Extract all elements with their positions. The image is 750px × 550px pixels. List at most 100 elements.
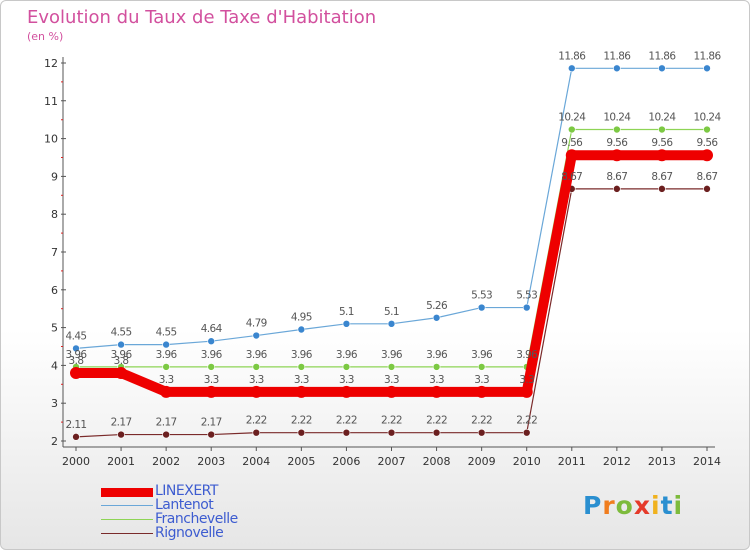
data-label: 11.86 <box>558 50 586 62</box>
x-tick-label: 2000 <box>62 455 90 468</box>
logo-letter: o <box>615 491 634 520</box>
x-tick-label: 2012 <box>603 455 631 468</box>
data-label: 10.24 <box>693 112 721 124</box>
data-label: 3.3 <box>204 374 219 386</box>
data-label: 3.96 <box>336 349 358 361</box>
y-tick-label: 4 <box>51 359 58 372</box>
y-tick-label: 5 <box>51 322 58 335</box>
data-point-franchevelle <box>432 363 441 371</box>
data-point-rignovelle <box>658 185 666 193</box>
data-point-linexert <box>340 385 353 398</box>
data-label: 2.22 <box>291 415 312 427</box>
chart-subtitle: (en %) <box>27 30 64 43</box>
data-point-rignovelle <box>117 430 125 439</box>
chart-title: Evolution du Taux de Taxe d'Habitation <box>27 7 377 28</box>
x-tick-label: 2002 <box>152 455 180 468</box>
proxiti-logo: Proxiti <box>583 491 683 520</box>
y-tick-label: 7 <box>51 246 58 259</box>
data-point-lantenot <box>477 303 486 312</box>
data-label: 3.3 <box>249 374 264 386</box>
data-label: 2.22 <box>426 415 447 427</box>
data-label: 2.22 <box>246 415 267 427</box>
data-point-rignovelle <box>387 428 396 437</box>
data-label: 3.96 <box>291 349 313 361</box>
data-point-franchevelle <box>567 125 576 134</box>
data-label: 8.67 <box>561 171 582 183</box>
data-point-lantenot <box>252 331 261 340</box>
data-point-rignovelle <box>703 185 711 193</box>
x-tick-label: 2011 <box>558 455 586 468</box>
data-point-franchevelle <box>387 363 396 371</box>
data-label: 3.8 <box>114 355 129 367</box>
x-tick-label: 2010 <box>513 455 541 468</box>
y-tick-label: 10 <box>44 133 58 146</box>
data-point-franchevelle <box>162 363 170 371</box>
data-label: 3.3 <box>429 374 444 386</box>
data-label: 8.67 <box>651 171 672 183</box>
data-point-linexert <box>430 385 443 398</box>
y-tick-label: 3 <box>51 397 58 410</box>
data-label: 3.3 <box>159 374 174 386</box>
data-label: 9.56 <box>697 137 719 149</box>
data-label: 3.8 <box>69 355 84 367</box>
data-point-rignovelle <box>613 185 621 193</box>
x-tick-label: 2003 <box>197 455 225 468</box>
x-tick-label: 2001 <box>107 455 135 468</box>
data-label: 3.96 <box>426 349 448 361</box>
data-point-lantenot <box>387 320 396 328</box>
x-tick-label: 2007 <box>378 455 406 468</box>
data-label: 11.86 <box>648 50 676 62</box>
legend-label: Rignovelle <box>155 525 224 541</box>
data-label: 5.53 <box>516 290 537 302</box>
data-point-linexert <box>250 385 263 398</box>
data-point-franchevelle <box>342 363 351 371</box>
data-point-lantenot <box>342 320 351 328</box>
data-label: 8.67 <box>606 171 627 183</box>
data-point-linexert <box>70 366 82 379</box>
x-tick-label: 2009 <box>468 455 496 468</box>
data-point-lantenot <box>162 340 170 349</box>
legend-swatch <box>101 533 153 535</box>
x-tick-label: 2004 <box>242 455 270 468</box>
data-label: 3.96 <box>156 349 178 361</box>
data-point-franchevelle <box>207 363 216 371</box>
data-point-linexert <box>520 385 533 398</box>
data-point-lantenot <box>117 340 125 349</box>
data-point-franchevelle <box>477 363 486 371</box>
data-label: 2.17 <box>201 417 222 429</box>
data-label: 4.45 <box>66 330 87 342</box>
y-tick-label: 12 <box>44 57 58 70</box>
y-tick-label: 2 <box>51 435 58 448</box>
data-point-rignovelle <box>297 428 306 437</box>
data-label: 8.67 <box>697 171 718 183</box>
y-tick-label: 11 <box>44 95 58 108</box>
data-point-linexert <box>295 385 308 398</box>
data-point-rignovelle <box>522 428 531 437</box>
data-label: 3.96 <box>66 349 88 361</box>
data-label: 11.86 <box>693 50 721 62</box>
data-point-lantenot <box>207 337 216 346</box>
data-label: 10.24 <box>603 112 631 124</box>
legend-label: Franchevelle <box>155 511 238 527</box>
data-label: 3.96 <box>381 349 403 361</box>
x-tick-label: 2006 <box>332 455 360 468</box>
data-label: 2.17 <box>111 417 132 429</box>
data-point-linexert <box>475 385 488 398</box>
data-label: 4.55 <box>111 327 132 339</box>
data-point-linexert <box>385 385 398 398</box>
data-label: 9.56 <box>606 137 628 149</box>
data-point-rignovelle <box>72 433 80 441</box>
data-label: 3.3 <box>474 374 489 386</box>
data-label: 3.96 <box>111 349 133 361</box>
data-label: 2.22 <box>381 415 402 427</box>
logo-letter: t <box>660 491 674 520</box>
data-point-rignovelle <box>252 428 261 437</box>
legend-label: LINEXERT <box>155 483 218 499</box>
data-point-lantenot <box>432 313 441 322</box>
logo-letter: r <box>602 491 616 520</box>
data-label: 3.3 <box>519 374 534 386</box>
data-point-lantenot <box>613 64 621 73</box>
data-point-rignovelle <box>477 428 486 437</box>
logo-letter: P <box>583 491 603 520</box>
